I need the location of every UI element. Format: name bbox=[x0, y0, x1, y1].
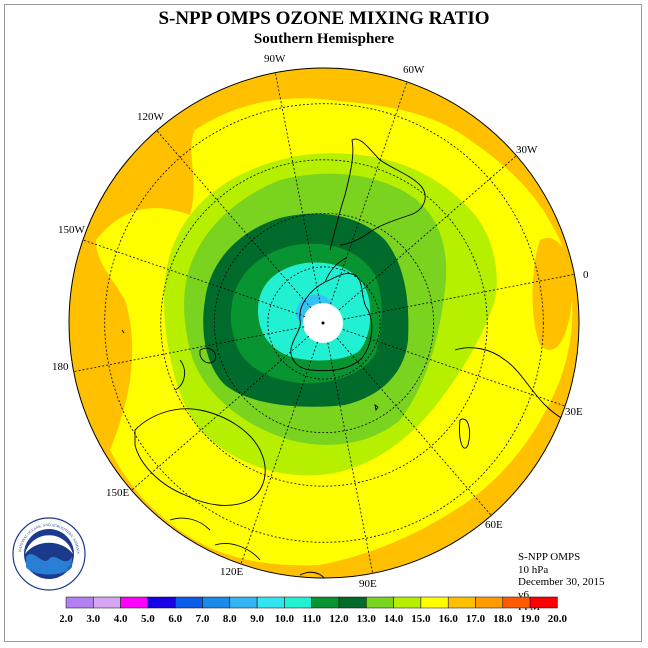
colorbar-swatch bbox=[366, 596, 394, 609]
colorbar-label: 7.0 bbox=[196, 613, 210, 625]
lon-label-180: 180 bbox=[52, 361, 69, 373]
meridian-line bbox=[131, 335, 310, 491]
colorbar-label: 10.0 bbox=[275, 613, 295, 625]
lon-label-30w: 30W bbox=[516, 144, 538, 156]
logo-text: NOAA bbox=[36, 548, 63, 558]
latitude-ring bbox=[267, 266, 381, 380]
colorbar-swatch bbox=[311, 596, 340, 609]
band-15-16-patch bbox=[532, 238, 573, 350]
longitude-labels: 90W 60W 30W 0 30E 60E 90E 120E 150E 180 … bbox=[52, 53, 589, 590]
meridian-line bbox=[274, 72, 321, 304]
info-block: S-NPP OMPS 10 hPa December 30, 2015 v6 P… bbox=[518, 551, 604, 614]
colorbar-label: 13.0 bbox=[357, 613, 377, 625]
latitude-ring bbox=[213, 212, 435, 434]
colorbar-label: 12.0 bbox=[329, 613, 349, 625]
colorbar-label: 19.0 bbox=[520, 613, 540, 625]
colorbar-label: 9.0 bbox=[250, 613, 264, 625]
colorbar-label: 3.0 bbox=[86, 613, 100, 625]
lon-label-120e: 120E bbox=[220, 566, 244, 578]
meridian-line bbox=[330, 81, 408, 305]
meridian-line bbox=[73, 326, 305, 373]
colorbar-label: 6.0 bbox=[168, 613, 182, 625]
colorbar-swatch bbox=[502, 596, 531, 609]
meridian-line bbox=[82, 239, 306, 317]
lon-label-90e: 90E bbox=[359, 578, 377, 590]
colorbar-label: 11.0 bbox=[302, 613, 321, 625]
colorbar-label: 20.0 bbox=[548, 613, 568, 625]
lon-label-150w: 150W bbox=[58, 224, 86, 236]
lon-label-0: 0 bbox=[583, 269, 589, 281]
colorbar-label: 2.0 bbox=[60, 613, 73, 625]
meridian-line bbox=[338, 155, 517, 311]
colorbar-swatch bbox=[529, 596, 558, 609]
info-version: v6 bbox=[518, 588, 529, 601]
colorbar-swatch bbox=[65, 596, 94, 609]
info-date: December 30, 2015 bbox=[518, 576, 605, 588]
lon-label-150e: 150E bbox=[106, 487, 130, 499]
colorbar-swatch bbox=[120, 596, 149, 609]
colorbar: 2.0 3.0 4.0 5.0 6.0 7.0 8.0 9.0 10.0 11.0 12.0 13.0… bbox=[60, 596, 568, 625]
colorbar-swatch bbox=[229, 596, 258, 609]
meridian-line bbox=[240, 341, 318, 565]
colorbar-label: 14.0 bbox=[384, 613, 404, 625]
colorbar-label: 5.0 bbox=[141, 613, 155, 625]
colorbar-swatch bbox=[202, 596, 231, 609]
map-border bbox=[68, 67, 580, 579]
colorbar-swatch bbox=[147, 596, 176, 609]
latitude-ring bbox=[160, 159, 488, 487]
latitude-ring bbox=[104, 103, 544, 543]
colorbar-label: 8.0 bbox=[223, 613, 237, 625]
map-subtitle: Southern Hemisphere bbox=[253, 31, 395, 47]
colorbar-swatch bbox=[393, 596, 422, 609]
figure-frame bbox=[4, 4, 642, 642]
colorbar-label: 4.0 bbox=[114, 613, 128, 625]
noaa-logo-icon: NOAA NATIONAL OCEANIC AND ATMOSPHERIC AD… bbox=[12, 517, 86, 591]
ozone-field bbox=[69, 68, 579, 578]
colorbar-label: 16.0 bbox=[439, 613, 459, 625]
meridian-line bbox=[156, 130, 312, 309]
info-level: 10 hPa bbox=[518, 563, 549, 576]
colorbar-label: 17.0 bbox=[466, 613, 486, 625]
lon-label-60w: 60W bbox=[403, 64, 425, 76]
lon-label-90w: 90W bbox=[264, 53, 286, 65]
colorbar-label: 15.0 bbox=[411, 613, 431, 625]
colorbar-swatch bbox=[420, 596, 449, 609]
lon-label-120w: 120W bbox=[137, 111, 165, 123]
meridian-line bbox=[336, 337, 492, 516]
meridian-line bbox=[343, 273, 575, 320]
info-instrument: S-NPP OMPS bbox=[518, 551, 581, 563]
colorbar-swatch bbox=[284, 596, 312, 609]
lon-label-60e: 60E bbox=[485, 519, 503, 531]
meridian-line bbox=[327, 342, 374, 574]
meridian-line bbox=[342, 329, 566, 407]
colorbar-swatch bbox=[93, 596, 121, 609]
colorbar-swatch bbox=[447, 596, 476, 609]
colorbar-swatch bbox=[256, 596, 285, 609]
graticule bbox=[73, 72, 575, 574]
colorbar-swatch bbox=[475, 596, 504, 609]
colorbar-swatch bbox=[174, 596, 203, 609]
colorbar-swatch bbox=[338, 596, 367, 609]
lon-label-30e: 30E bbox=[565, 406, 583, 418]
colorbar-label: 18.0 bbox=[493, 613, 513, 625]
map-title: S-NPP OMPS OZONE MIXING RATIO bbox=[158, 8, 490, 29]
